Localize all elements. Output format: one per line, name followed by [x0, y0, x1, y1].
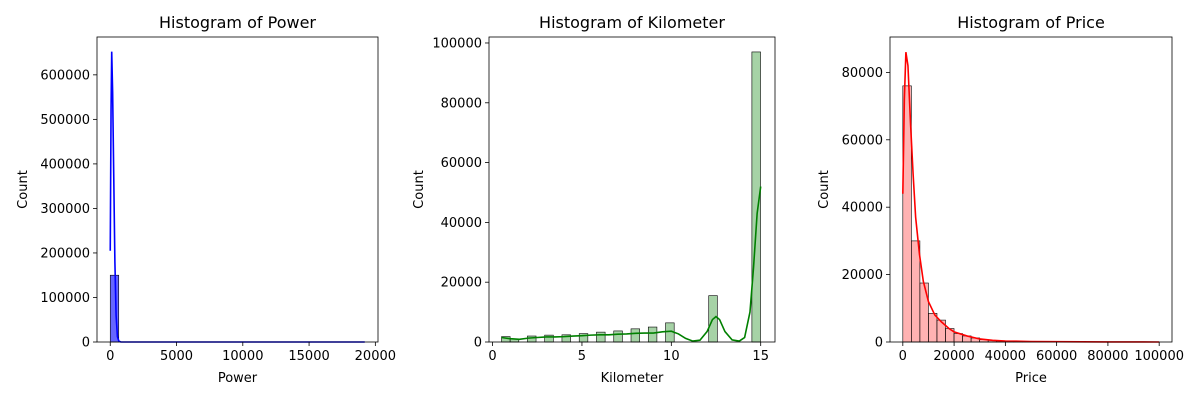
y-axis-label: Count — [16, 170, 31, 209]
x-tick-label: 15 — [752, 349, 769, 364]
x-axis-label: Kilometer — [601, 371, 664, 386]
y-tick-label: 80000 — [441, 96, 482, 111]
histogram-bar — [911, 240, 921, 343]
x-tick-label: 5000 — [160, 349, 193, 364]
y-tick-label: 40000 — [441, 216, 482, 231]
x-tick-label: 40000 — [985, 349, 1026, 364]
y-tick-label: 0 — [875, 336, 883, 351]
y-tick-label: 80000 — [842, 66, 883, 81]
histogram-bar — [613, 330, 623, 343]
x-tick-label: 0 — [106, 349, 114, 364]
x-tick-label: 80000 — [1087, 349, 1128, 364]
y-tick-label: 60000 — [441, 156, 482, 171]
x-tick-label: 0 — [488, 349, 496, 364]
y-tick-label: 0 — [82, 336, 90, 351]
histogram-bar — [647, 326, 658, 343]
y-tick-label: 100000 — [432, 36, 482, 51]
y-tick-label: 20000 — [842, 268, 883, 283]
kde-line — [109, 51, 365, 343]
x-tick-label: 20000 — [355, 349, 396, 364]
chart-title: Histogram of Power — [159, 13, 316, 32]
y-axis-label: Count — [412, 170, 427, 209]
y-tick-label: 300000 — [40, 202, 90, 217]
axes-frame — [488, 36, 776, 343]
histogram-bar — [919, 282, 929, 343]
chart-panel-2: 0 5 10 15 0 20000 40000 60000 80000 100000 Histogr… — [412, 13, 776, 386]
x-tick-label: 60000 — [1036, 349, 1077, 364]
chart-panel-3: 0 20000 40000 60000 80000 100000 0 20000 40000 60… — [817, 13, 1184, 386]
x-tick-label: 100000 — [1134, 349, 1184, 364]
histogram-bar — [630, 328, 640, 343]
x-axis-label: Power — [218, 371, 258, 386]
x-axis-label: Price — [1015, 371, 1047, 386]
y-tick-label: 20000 — [441, 276, 482, 291]
axes-frame — [96, 36, 379, 343]
y-tick-label: 100000 — [40, 291, 90, 306]
chart-title: Histogram of Kilometer — [539, 13, 725, 32]
axes-frame — [889, 36, 1173, 343]
histogram-bar — [928, 313, 938, 343]
y-tick-label: 600000 — [40, 68, 90, 83]
y-tick-label: 0 — [474, 336, 482, 351]
x-tick-label: 5 — [578, 349, 586, 364]
y-tick-label: 500000 — [40, 113, 90, 128]
x-tick-label: 15000 — [288, 349, 329, 364]
y-tick-label: 400000 — [40, 157, 90, 172]
x-tick-label: 10000 — [222, 349, 263, 364]
chart-panel-1: 0 5000 10000 15000 2000001000002000003000004… — [16, 13, 396, 386]
y-tick-label: 60000 — [842, 133, 883, 148]
histogram-bar — [596, 331, 606, 343]
x-tick-label: 20000 — [933, 349, 974, 364]
y-axis-label: Count — [817, 170, 832, 209]
x-tick-label: 0 — [899, 349, 907, 364]
kde-line — [902, 52, 1160, 343]
kde-line — [501, 186, 762, 342]
x-tick-label: 10 — [663, 349, 680, 364]
chart-title: Histogram of Price — [957, 13, 1105, 32]
y-tick-label: 40000 — [842, 201, 883, 216]
y-tick-label: 200000 — [40, 246, 90, 261]
